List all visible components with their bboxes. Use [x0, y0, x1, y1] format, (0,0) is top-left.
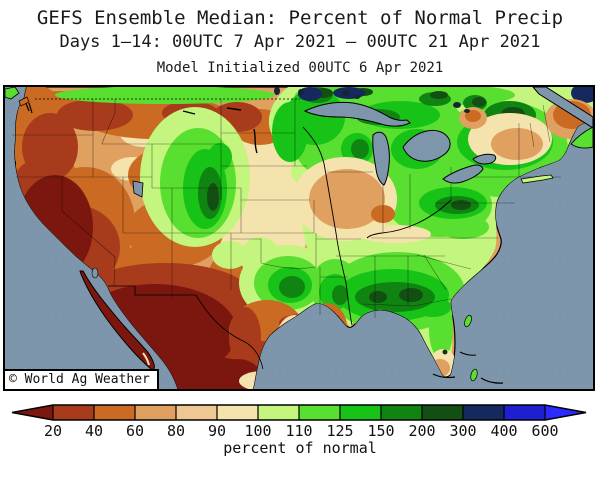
colorbar-segment — [53, 405, 94, 420]
lake-erie — [442, 164, 484, 184]
lake-ontario — [472, 153, 497, 165]
national-borders — [35, 98, 300, 370]
colorbar-label: 400 — [490, 422, 517, 440]
colorbar-segment — [135, 405, 176, 420]
colorbar-label: 90 — [208, 422, 226, 440]
colorbar-label: 600 — [531, 422, 558, 440]
page-title: GEFS Ensemble Median: Percent of Normal … — [36, 7, 564, 29]
valid-period: Days 1–14: 00UTC 7 Apr 2021 – 00UTC 21 A… — [59, 32, 541, 52]
colorbar-label: 150 — [367, 422, 394, 440]
colorbar-segment — [381, 405, 422, 420]
colorbar-label: 20 — [44, 422, 62, 440]
colorbar-segment — [463, 405, 504, 420]
colorbar-label: 100 — [244, 422, 271, 440]
lake-michigan — [372, 131, 390, 186]
colorbar-outline — [11, 404, 587, 421]
init-time: Model Initialized 00UTC 6 Apr 2021 — [156, 60, 444, 76]
state-borders — [12, 99, 561, 318]
colorbar-segment — [258, 405, 299, 420]
colorbar-segment — [176, 405, 217, 420]
colorbar: 20 40 60 80 90 100 110 125 150 200 300 400 600 percen… — [0, 396, 600, 460]
colorbar-arrow-right — [545, 405, 586, 420]
colorbar-label: 300 — [449, 422, 476, 440]
colorbar-arrow-left — [12, 405, 53, 420]
lake-superior — [303, 101, 411, 127]
watermark: © World Ag Weather — [5, 369, 159, 389]
us-precip-map: © World Ag Weather — [3, 85, 595, 391]
colorbar-segment — [340, 405, 381, 420]
rivers — [24, 100, 452, 326]
colorbar-segment — [299, 405, 340, 420]
colorbar-label: 60 — [126, 422, 144, 440]
colorbar-label: 80 — [167, 422, 185, 440]
colorbar-segment — [504, 405, 545, 420]
colorbar-canvas: 20 40 60 80 90 100 110 125 150 200 300 400 600 percen… — [11, 404, 587, 457]
islands — [5, 87, 593, 384]
colorbar-label: 125 — [326, 422, 353, 440]
colorbar-segment — [422, 405, 463, 420]
colorbar-label: 200 — [408, 422, 435, 440]
colorbar-label: 110 — [285, 422, 312, 440]
lake-huron — [402, 129, 451, 162]
map-canvas — [5, 87, 593, 389]
colorbar-segment — [94, 405, 135, 420]
st-lawrence-river — [532, 87, 593, 129]
small-lakes — [91, 87, 470, 355]
great-lakes — [303, 87, 593, 186]
colorbar-caption: percent of normal — [223, 439, 377, 457]
colorbar-label: 40 — [85, 422, 103, 440]
colorbar-segment — [217, 405, 258, 420]
